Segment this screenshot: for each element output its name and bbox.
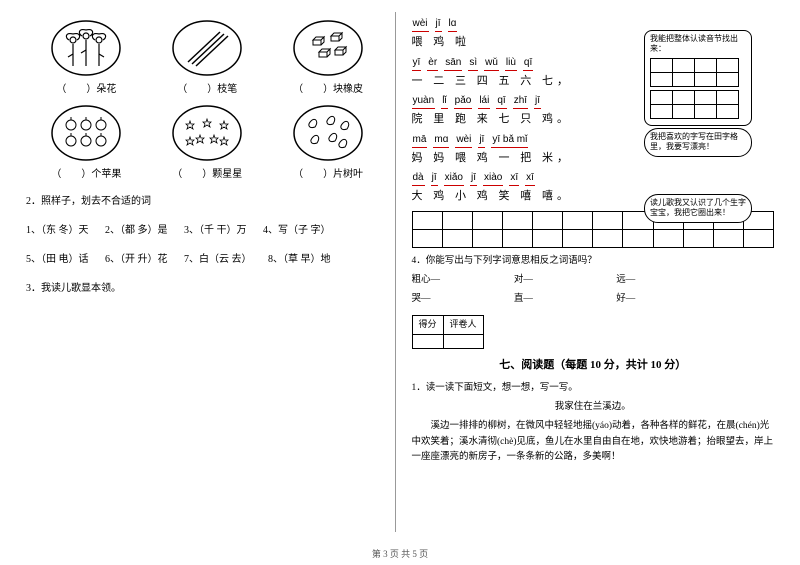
py: jī [431, 170, 438, 186]
q4-b: 对— [514, 273, 614, 288]
score-a: 得分 [412, 316, 443, 335]
reading-lead: 1．读一读下面短文，想一想，写一写。 [412, 381, 775, 396]
q4-title: 4．你能写出与下列字词意思相反之词语吗？ [412, 254, 775, 269]
pencils-item: （ ）枝笔 [170, 18, 244, 97]
ex2-items-row1: 1、（东 冬）天 2、（都 多）是 3、（千 干）万 4、写（子 字） [26, 221, 389, 240]
q4-b: 直— [514, 292, 614, 307]
flowers-item: （ ）朵花 [49, 18, 123, 97]
left-column: （ ）朵花 （ ）枝笔 （ ）块橡皮 （ ）个苹果 （ ）颗星星 （ ）片树叶 … [20, 12, 396, 532]
bubble-2: 我把喜欢的字写在田字格里，我要写漂亮！ [644, 128, 752, 157]
py: èr [427, 55, 438, 71]
py: sì [468, 55, 478, 71]
erasers-item: （ ）块橡皮 [291, 18, 365, 97]
stars-icon [170, 103, 244, 163]
score-b: 评卷人 [443, 316, 483, 335]
q4-row2: 哭— 直— 好— [412, 292, 775, 307]
reading-title: 我家住在兰溪边。 [412, 400, 775, 415]
apples-icon [49, 103, 123, 163]
ex2-item: 4、写（子 字） [263, 221, 331, 240]
py: jī [534, 93, 541, 109]
ex2-item: 3、（千 干）万 [184, 221, 247, 240]
py: qī [496, 93, 506, 109]
q4-a: 粗心— [412, 273, 512, 288]
pencils-suffix: ）枝笔 [207, 84, 237, 95]
erasers-suffix: ）块橡皮 [323, 84, 363, 95]
py: jī [478, 132, 485, 148]
py: mā [412, 132, 428, 148]
q4-c: 远— [616, 273, 716, 288]
py: xī [509, 170, 519, 186]
bubble-1: 我能把整体认读音节找出来： [644, 30, 752, 126]
flowers-suffix: ）朵花 [86, 84, 116, 95]
leaves-suffix: ）片树叶 [323, 169, 363, 180]
ex2-title: 2．照样子，划去不合适的词 [26, 192, 389, 211]
ex2-item: 1、（东 冬）天 [26, 221, 89, 240]
reading-body: 溪边一排排的柳树，在微风中轻轻地摇(yáo)动着，各种各样的鲜花，在晨(chén… [412, 419, 775, 465]
score-box: 得分评卷人 [412, 315, 484, 349]
py: lái [478, 93, 490, 109]
ex2-item: 8、（草 早）地 [268, 250, 331, 269]
py: zhī [513, 93, 528, 109]
apples-prefix: （ [51, 169, 61, 180]
leaves-item: （ ）片树叶 [291, 103, 365, 182]
apples-suffix: ）个苹果 [81, 169, 121, 180]
py: wǔ [484, 55, 499, 71]
py: lǐ [441, 93, 447, 109]
tianzige-2 [650, 90, 739, 119]
py: wèi [412, 16, 429, 32]
py: sān [444, 55, 462, 71]
pencils-icon [170, 18, 244, 78]
q4-a: 哭— [412, 292, 512, 307]
right-column: wèijīlɑ 喂 鸡 啦 yīèrsānsìwǔliùqī 一 二 三 四 五… [406, 12, 781, 532]
py: yī [412, 55, 422, 71]
tianzige-1 [650, 58, 739, 87]
bubble-1-text: 我能把整体认读音节找出来： [650, 34, 746, 55]
erasers-icon [291, 18, 365, 78]
py: dà [412, 170, 425, 186]
pencils-prefix: （ [177, 84, 187, 95]
apples-item: （ ）个苹果 [49, 103, 123, 182]
flowers-icon [49, 18, 123, 78]
py: xiǎo [444, 170, 464, 186]
ex3: 3．我读儿歌显本领。 [26, 279, 389, 298]
ex2-items-row2: 5、（田 电）话 6、（开 升）花 7、白（云 去） 8、（草 早）地 [26, 250, 389, 269]
ex2-item: 5、（田 电）话 [26, 250, 89, 269]
stars-item: （ ）颗星星 [170, 103, 244, 182]
py: xiào [483, 170, 503, 186]
q4-c: 好— [616, 292, 716, 307]
flowers-prefix: （ [56, 84, 66, 95]
bubble-3: 读儿歌我又认识了几个生字宝宝，我把它圈出来！ [644, 194, 752, 223]
leaves-icon [291, 103, 365, 163]
stars-prefix: （ [172, 169, 182, 180]
ex2-item: 7、白（云 去） [184, 250, 252, 269]
circle-row-1: （ ）朵花 （ ）枝笔 （ ）块橡皮 [26, 18, 389, 97]
page-footer: 第 3 页 共 5 页 [0, 548, 800, 562]
q4-row1: 粗心— 对— 远— [412, 273, 775, 288]
erasers-prefix: （ [293, 84, 303, 95]
py: lɑ [448, 16, 458, 32]
leaves-prefix: （ [293, 169, 303, 180]
py: qī [523, 55, 533, 71]
ex2-item: 6、（开 升）花 [105, 250, 168, 269]
ex2-item: 2、（都 多）是 [105, 221, 168, 240]
py: yī bǎ mǐ [491, 132, 528, 148]
section-7: 七、阅读题（每题 10 分，共计 10 分） [412, 357, 775, 374]
py: jī [435, 16, 442, 32]
py: liù [505, 55, 517, 71]
py: mɑ [433, 132, 449, 148]
py: yuàn [412, 93, 436, 109]
circle-row-2: （ ）个苹果 （ ）颗星星 （ ）片树叶 [26, 103, 389, 182]
py: xī [525, 170, 535, 186]
py: pǎo [454, 93, 473, 109]
stars-suffix: ）颗星星 [202, 169, 242, 180]
py: wèi [455, 132, 472, 148]
py: jī [470, 170, 477, 186]
